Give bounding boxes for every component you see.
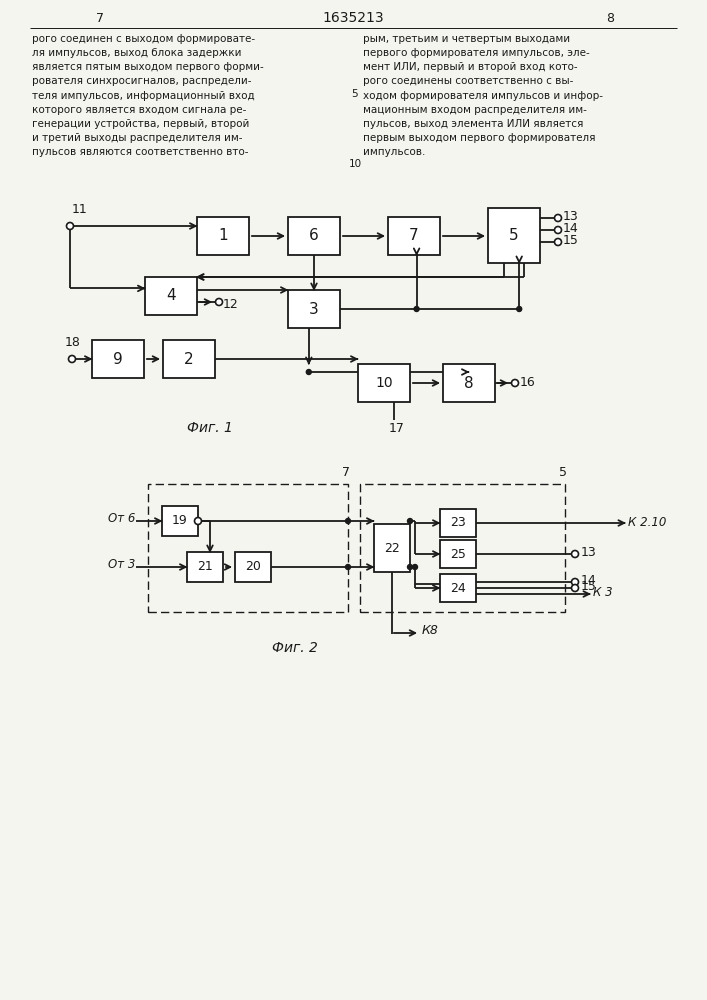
FancyBboxPatch shape <box>163 340 215 378</box>
Text: 23: 23 <box>450 516 466 530</box>
FancyBboxPatch shape <box>488 208 540 263</box>
Text: 18: 18 <box>65 336 81 349</box>
Circle shape <box>346 518 351 524</box>
Text: 10: 10 <box>375 376 393 390</box>
Text: 3: 3 <box>309 302 319 316</box>
Text: 14: 14 <box>581 574 597 587</box>
Text: 7: 7 <box>96 11 104 24</box>
Circle shape <box>571 578 578 585</box>
Text: 4: 4 <box>166 288 176 304</box>
Text: 8: 8 <box>606 11 614 24</box>
Text: 7: 7 <box>342 466 350 479</box>
Circle shape <box>194 518 201 524</box>
Text: 20: 20 <box>245 560 261 574</box>
FancyBboxPatch shape <box>197 217 249 255</box>
Text: 16: 16 <box>520 375 536 388</box>
Circle shape <box>414 306 419 312</box>
Text: 13: 13 <box>563 211 579 224</box>
Circle shape <box>407 518 412 524</box>
Circle shape <box>554 238 561 245</box>
Text: От 6: От 6 <box>108 512 135 526</box>
Circle shape <box>407 564 412 570</box>
Text: 11: 11 <box>72 203 88 216</box>
Text: 14: 14 <box>563 223 579 235</box>
Text: 17: 17 <box>388 422 404 435</box>
Circle shape <box>511 379 518 386</box>
Text: 8: 8 <box>464 375 474 390</box>
Text: 22: 22 <box>384 542 400 554</box>
Text: 19: 19 <box>172 514 188 528</box>
Text: 1635213: 1635213 <box>322 11 384 25</box>
Circle shape <box>554 215 561 222</box>
FancyBboxPatch shape <box>374 524 410 572</box>
Text: 12: 12 <box>223 298 239 312</box>
Circle shape <box>517 306 522 312</box>
Circle shape <box>306 369 311 374</box>
Circle shape <box>571 550 578 558</box>
Text: 2: 2 <box>185 352 194 366</box>
FancyBboxPatch shape <box>187 552 223 582</box>
Text: 15: 15 <box>563 234 579 247</box>
Text: 21: 21 <box>197 560 213 574</box>
Circle shape <box>69 356 76 362</box>
Text: 10: 10 <box>349 159 361 169</box>
Circle shape <box>216 298 223 306</box>
FancyBboxPatch shape <box>440 540 476 568</box>
FancyBboxPatch shape <box>440 509 476 537</box>
Text: 9: 9 <box>113 352 123 366</box>
Circle shape <box>554 227 561 233</box>
Text: От 3: От 3 <box>108 558 135 572</box>
Text: рого соединен с выходом формировате-
ля импульсов, выход блока задержки
является: рого соединен с выходом формировате- ля … <box>32 34 264 157</box>
Text: 5: 5 <box>509 228 519 243</box>
Circle shape <box>346 564 351 570</box>
FancyBboxPatch shape <box>145 277 197 315</box>
Text: 13: 13 <box>581 546 597 560</box>
Text: 7: 7 <box>409 229 419 243</box>
Text: 6: 6 <box>309 229 319 243</box>
FancyBboxPatch shape <box>235 552 271 582</box>
Text: Фиг. 2: Фиг. 2 <box>272 641 318 655</box>
FancyBboxPatch shape <box>162 506 198 536</box>
FancyBboxPatch shape <box>288 217 340 255</box>
FancyBboxPatch shape <box>440 574 476 602</box>
Text: 5: 5 <box>559 466 567 479</box>
FancyBboxPatch shape <box>358 364 410 402</box>
Text: 1: 1 <box>218 229 228 243</box>
Text: 15: 15 <box>581 580 597 593</box>
Circle shape <box>412 564 418 570</box>
Text: 25: 25 <box>450 548 466 560</box>
FancyBboxPatch shape <box>443 364 495 402</box>
FancyBboxPatch shape <box>288 290 340 328</box>
Circle shape <box>66 223 74 230</box>
Text: К 3: К 3 <box>593 586 613 599</box>
FancyBboxPatch shape <box>388 217 440 255</box>
Text: рым, третьим и четвертым выходами
первого формирователя импульсов, эле-
мент ИЛИ: рым, третьим и четвертым выходами первог… <box>363 34 603 157</box>
Circle shape <box>571 584 578 591</box>
Text: 5: 5 <box>351 89 358 99</box>
FancyBboxPatch shape <box>92 340 144 378</box>
Text: 24: 24 <box>450 582 466 594</box>
Text: Фиг. 1: Фиг. 1 <box>187 421 233 435</box>
Text: К8: К8 <box>422 624 439 638</box>
Text: К 2.10: К 2.10 <box>628 516 667 528</box>
